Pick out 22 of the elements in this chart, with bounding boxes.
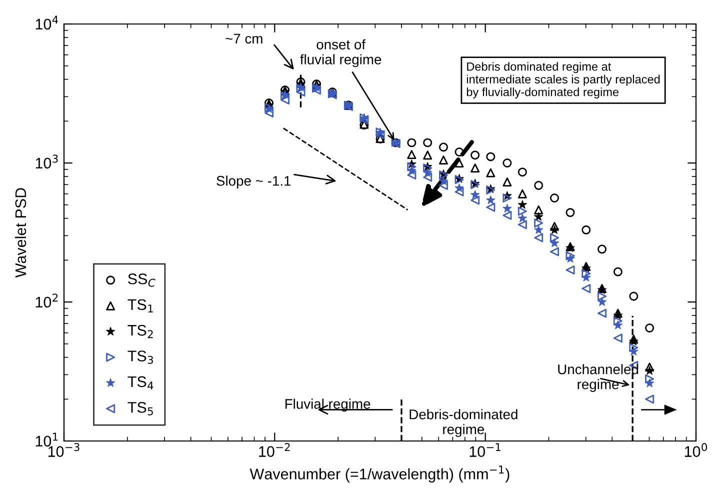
x-axis-title: Wavenumber (=1/wavelength) (mm$^{−1}$) — [250, 466, 510, 482]
legend-label: TS$_{5}$ — [128, 402, 153, 416]
y-tick-label: 10$^{1}$ — [36, 432, 58, 447]
legend-label: TS$_{1}$ — [128, 299, 153, 312]
y-tick-label: 10$^{4}$ — [36, 16, 58, 30]
x-tick-label: 10$^{−1}$ — [470, 443, 501, 457]
legend-label: TS$_{3}$ — [128, 350, 153, 364]
legend-label: TS$_{2}$ — [128, 324, 153, 338]
annotation: Debris dominated regime at intermediate scales is partly replaced by fluvially-dominated regime — [466, 62, 660, 99]
annotation: Unchanneled regime — [558, 364, 638, 392]
legend-label: SS$_{C}$ — [128, 273, 156, 287]
annotation: Fluvial regime — [285, 398, 370, 412]
y-tick-label: 10$^{3}$ — [36, 154, 58, 169]
annotation: Debris-dominated regime — [410, 409, 518, 438]
annotation: Slope ~ -1.1 — [216, 176, 291, 189]
y-tick-label: 10$^{2}$ — [36, 294, 58, 308]
x-tick-label: 10$^{−2}$ — [259, 443, 290, 457]
y-axis-title: Wavelet PSD — [14, 188, 26, 278]
legend-label: TS$_{4}$ — [128, 376, 154, 390]
x-tick-label: 10$^{0}$ — [684, 443, 708, 457]
annotation: ~7 cm — [226, 34, 262, 44]
annotation: onset of fluvial regime — [300, 39, 382, 68]
